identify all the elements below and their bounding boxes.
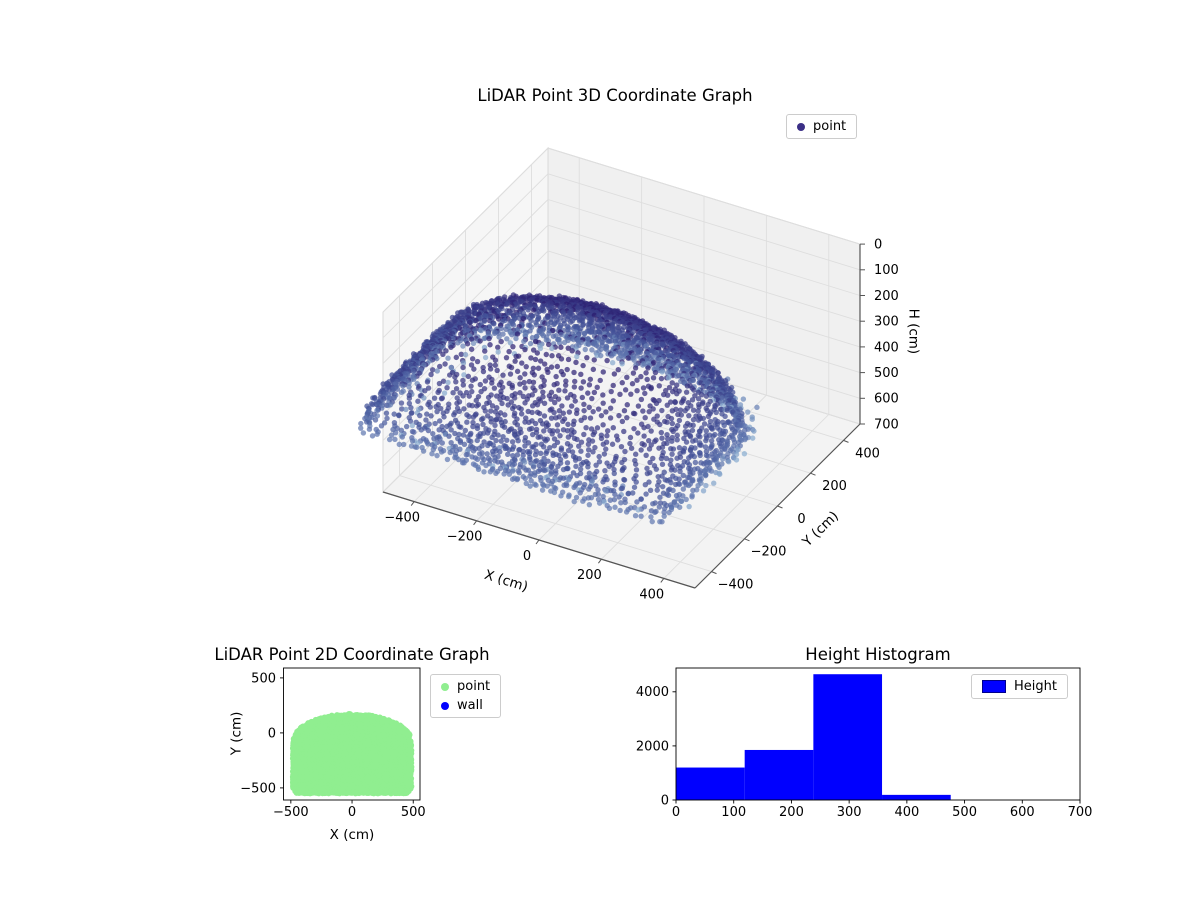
legend-3d: point xyxy=(786,114,858,139)
legend-label-wall-2d: wall xyxy=(457,698,483,713)
legend-item-wall-2d: wall xyxy=(441,698,490,713)
x-axis-label-2d: X (cm) xyxy=(329,827,375,843)
scatter3d-canvas xyxy=(300,130,940,660)
height-patch-icon xyxy=(982,680,1006,693)
point-marker-icon xyxy=(797,122,805,131)
chart-title-3d: LiDAR Point 3D Coordinate Graph xyxy=(477,86,753,105)
h-axis-label-3d: H (cm) xyxy=(905,308,922,355)
legend-label-point-2d: point xyxy=(457,679,491,694)
chart-title-histogram: Height Histogram xyxy=(805,645,951,664)
chart-title-2d: LiDAR Point 2D Coordinate Graph xyxy=(214,645,490,664)
legend-label-point-3d: point xyxy=(813,119,847,134)
legend-2d: point wall xyxy=(430,674,502,718)
wall-marker-icon xyxy=(441,701,449,710)
histogram-canvas xyxy=(630,640,1100,840)
legend-histogram: Height xyxy=(971,674,1068,699)
point-marker-icon xyxy=(441,682,449,691)
legend-label-height: Height xyxy=(1014,679,1057,694)
y-axis-label-2d: Y (cm) xyxy=(228,711,245,756)
legend-item-point-3d: point xyxy=(797,119,846,134)
legend-item-height: Height xyxy=(982,679,1057,694)
scatter2d-canvas xyxy=(230,640,460,840)
legend-item-point-2d: point xyxy=(441,679,490,694)
